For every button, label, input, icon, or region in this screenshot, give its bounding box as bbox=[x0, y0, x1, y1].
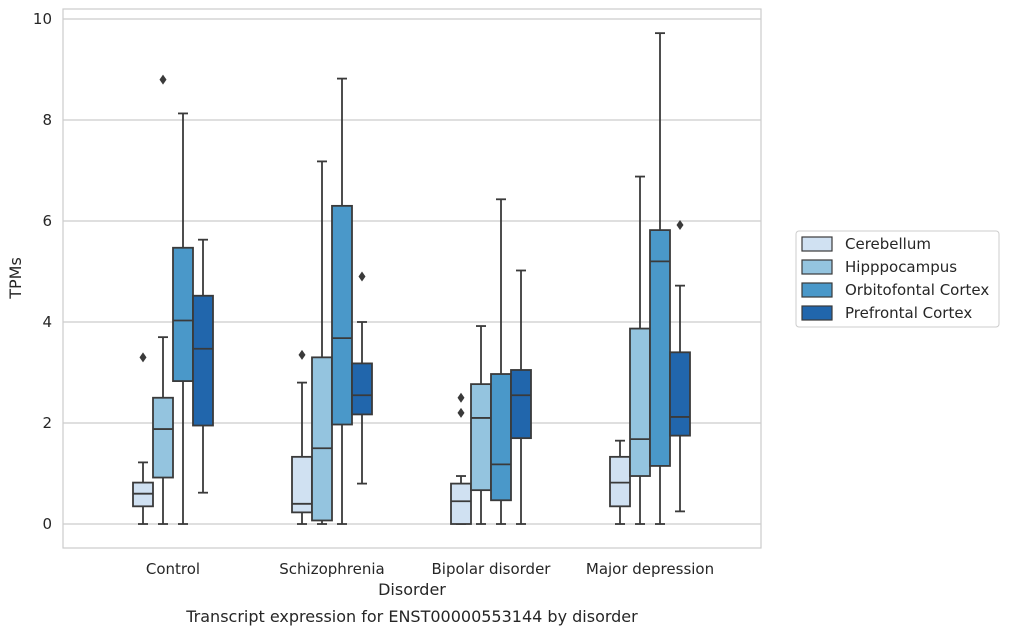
box-iqr bbox=[470, 383, 492, 492]
legend-swatch bbox=[801, 236, 833, 252]
outlier-point bbox=[159, 74, 167, 85]
box bbox=[132, 352, 154, 525]
box bbox=[470, 325, 492, 525]
box-iqr bbox=[629, 327, 651, 477]
y-tick-label: 4 bbox=[42, 313, 52, 331]
box bbox=[152, 74, 174, 525]
box-iqr bbox=[669, 351, 691, 437]
box bbox=[192, 238, 214, 494]
y-axis-label: TPMs bbox=[6, 257, 25, 300]
box bbox=[291, 349, 313, 525]
x-axis-label: Disorder bbox=[378, 580, 446, 599]
chart-caption: Transcript expression for ENST0000055314… bbox=[185, 607, 638, 626]
box-iqr bbox=[311, 356, 333, 522]
box-iqr bbox=[649, 229, 671, 467]
y-tick-labels: 0 2 4 6 8 10 bbox=[33, 10, 52, 533]
box-iqr bbox=[450, 482, 472, 525]
outlier-point bbox=[139, 352, 147, 363]
y-tick-label: 10 bbox=[33, 10, 52, 28]
x-tick-labels: Control Schizophrenia Bipolar disorder Majo… bbox=[146, 560, 714, 578]
outlier-point bbox=[457, 407, 465, 418]
outlier-point bbox=[358, 271, 366, 282]
x-tick-label: Schizophrenia bbox=[279, 560, 384, 578]
legend-swatch bbox=[801, 305, 833, 321]
series-prefrontal-cortex bbox=[192, 220, 691, 525]
box bbox=[311, 160, 333, 525]
legend-frame bbox=[795, 230, 1000, 328]
box bbox=[629, 175, 651, 525]
x-tick-label: Control bbox=[146, 560, 200, 578]
legend-label: Prefrontal Cortex bbox=[845, 304, 972, 322]
legend-label: Orbitofontal Cortex bbox=[845, 281, 989, 299]
legend-label: Cerebellum bbox=[845, 235, 931, 253]
box bbox=[510, 269, 532, 525]
y-tick-label: 8 bbox=[42, 111, 52, 129]
y-tick-label: 0 bbox=[42, 515, 52, 533]
box bbox=[450, 392, 472, 525]
y-tick-label: 2 bbox=[42, 414, 52, 432]
plot-frame bbox=[62, 8, 762, 549]
box-iqr bbox=[609, 455, 631, 508]
series-hipppocampus bbox=[152, 74, 651, 525]
y-tick-label: 6 bbox=[42, 212, 52, 230]
box bbox=[649, 32, 671, 525]
legend: Cerebellum Hipppocampus Orbitofontal Corte… bbox=[795, 230, 1000, 328]
box bbox=[490, 198, 512, 525]
x-tick-label: Major depression bbox=[586, 560, 714, 578]
legend-swatch bbox=[801, 259, 833, 275]
box bbox=[669, 220, 691, 513]
box bbox=[331, 77, 353, 525]
box-iqr bbox=[172, 246, 194, 382]
box-iqr bbox=[152, 396, 174, 479]
legend-label: Hipppocampus bbox=[845, 258, 957, 276]
box-iqr bbox=[331, 204, 353, 426]
box bbox=[609, 439, 631, 525]
box-iqr bbox=[510, 369, 532, 440]
box-series bbox=[132, 32, 691, 525]
series-cerebellum bbox=[132, 349, 631, 525]
outlier-point bbox=[298, 349, 306, 360]
outlier-point bbox=[457, 392, 465, 403]
outlier-point bbox=[676, 220, 684, 231]
box bbox=[351, 271, 373, 485]
x-tick-label: Bipolar disorder bbox=[432, 560, 552, 578]
box-iqr bbox=[351, 362, 373, 416]
legend-swatch bbox=[801, 282, 833, 298]
series-orbitofontal-cortex bbox=[172, 32, 671, 525]
box bbox=[172, 112, 194, 525]
box-iqr bbox=[192, 294, 214, 427]
box-iqr bbox=[490, 373, 512, 502]
